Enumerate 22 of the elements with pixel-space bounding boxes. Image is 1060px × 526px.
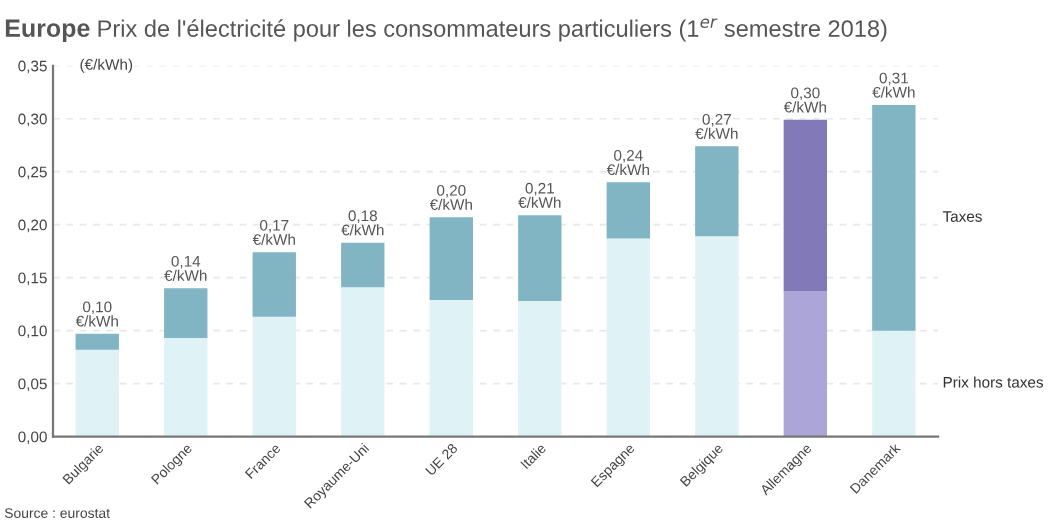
bar	[164, 338, 208, 437]
bar	[252, 252, 296, 317]
bar	[518, 215, 562, 301]
bar	[872, 104, 916, 331]
bar	[164, 288, 208, 339]
bar	[429, 299, 473, 437]
bar	[252, 316, 296, 437]
bar	[606, 238, 650, 437]
bar	[783, 119, 828, 292]
bar	[695, 146, 739, 237]
chart-subtitle: Prix de l'électricité pour les consommateurs particuliers (1$^{er}$ semestre 2018)	[98, 18, 887, 42]
bar	[429, 217, 473, 300]
bar	[872, 330, 916, 437]
bar	[783, 291, 828, 437]
bar	[606, 182, 650, 239]
bar	[518, 300, 562, 437]
bar	[75, 349, 119, 437]
bar	[341, 242, 385, 288]
bar	[75, 333, 119, 350]
bar	[695, 236, 739, 437]
chart-title: Europe	[5, 19, 90, 43]
bar	[341, 287, 385, 437]
